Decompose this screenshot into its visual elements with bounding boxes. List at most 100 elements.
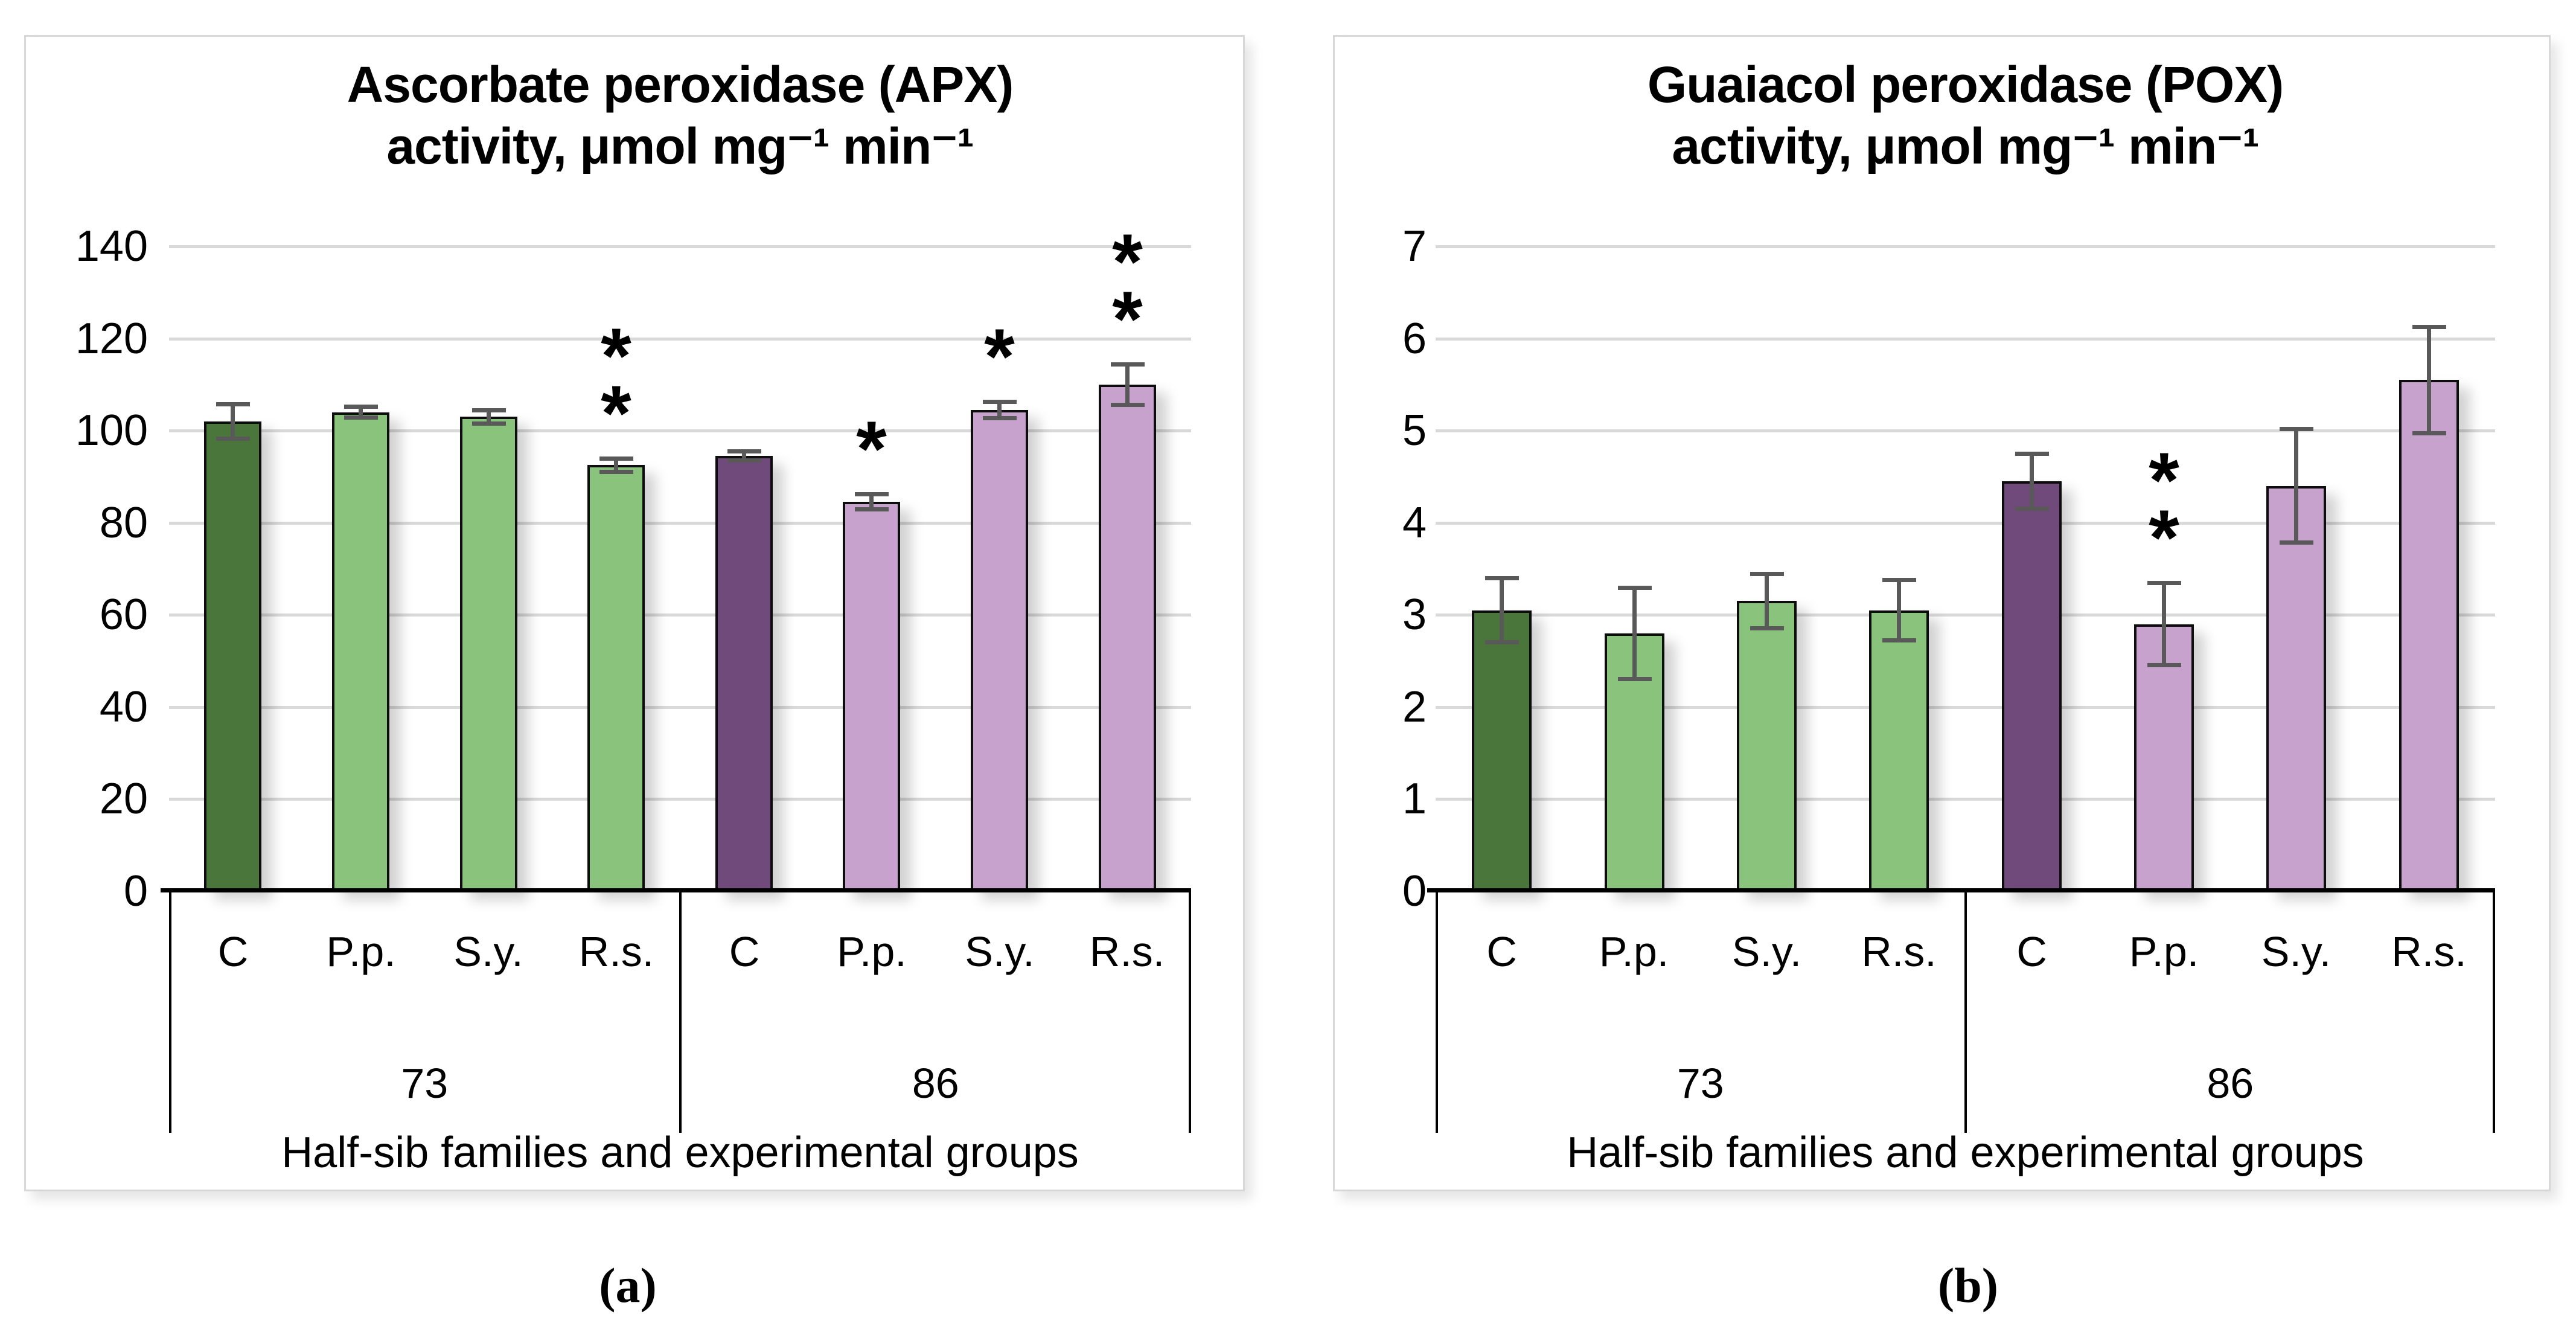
error-bar-86-c xyxy=(742,451,746,461)
apx-xaxis-title: Half-sib families and experimental group… xyxy=(281,1129,1079,1177)
y-tick-label-0: 0 xyxy=(1402,867,1427,915)
bar-73-c xyxy=(204,421,261,891)
error-bar-73-pp xyxy=(1632,587,1637,680)
error-bar-86-sy xyxy=(2294,429,2298,543)
error-bar-73-rs xyxy=(614,458,618,472)
gridline-100 xyxy=(169,429,1191,433)
bar-73-pp xyxy=(332,412,389,891)
error-bar-cap-bottom-73-rs xyxy=(1882,638,1916,642)
error-bar-cap-top-86-rs xyxy=(2412,324,2446,329)
gridline-2 xyxy=(1436,705,2495,709)
error-bar-cap-top-86-pp xyxy=(2147,580,2181,585)
error-bar-cap-bottom-73-c xyxy=(216,436,250,441)
bar-73-c xyxy=(1472,610,1532,891)
x-axis-line xyxy=(1427,888,2495,892)
significance-star-86-pp: * xyxy=(856,405,887,493)
gridline-80 xyxy=(169,521,1191,525)
gridline-120 xyxy=(169,337,1191,341)
bar-73-rs xyxy=(587,465,645,891)
bar-86-rs xyxy=(1099,385,1156,891)
y-tick-label-1: 1 xyxy=(1402,775,1427,824)
error-bar-cap-top-73-rs xyxy=(599,456,633,461)
error-bar-73-c xyxy=(1500,578,1504,643)
x-category-label-73-sy: S.y. xyxy=(453,928,523,975)
axis-table-line-1 xyxy=(679,891,682,1133)
error-bar-cap-bottom-73-sy xyxy=(1750,626,1784,631)
x-category-label-73-rs: R.s. xyxy=(1861,928,1937,975)
significance-star-73-rs: * xyxy=(601,311,631,400)
error-bar-86-pp xyxy=(869,494,874,510)
error-bar-cap-bottom-73-c xyxy=(1485,640,1519,645)
gridline-20 xyxy=(169,798,1191,801)
bar-73-sy xyxy=(460,417,517,891)
y-tick-label-20: 20 xyxy=(99,775,148,824)
bar-86-sy xyxy=(971,410,1028,891)
y-tick-label-120: 120 xyxy=(75,314,148,363)
apx-plot-area: * * * * * * xyxy=(161,222,1191,892)
error-bar-86-pp xyxy=(2162,582,2166,666)
axis-table-line-2 xyxy=(2493,891,2495,1133)
error-bar-cap-bottom-86-sy xyxy=(2279,540,2313,545)
gridline-1 xyxy=(1436,798,2495,801)
x-group-label-73: 73 xyxy=(401,1060,449,1107)
gridline-5 xyxy=(1436,429,2495,433)
y-tick-label-6: 6 xyxy=(1402,314,1427,363)
gridline-4 xyxy=(1436,521,2495,525)
x-axis-line xyxy=(161,888,1191,892)
x-category-label-86-c: C xyxy=(729,928,760,975)
bar-86-sy xyxy=(2266,486,2326,891)
bar-86-pp xyxy=(843,502,900,891)
gridline-140 xyxy=(169,245,1191,248)
error-bar-cap-top-73-sy xyxy=(471,408,506,412)
error-bar-cap-top-86-sy xyxy=(982,400,1017,405)
error-bar-cap-top-73-c xyxy=(216,402,250,406)
error-bar-73-sy xyxy=(1765,573,1769,629)
pox-category-axis: C P.p. S.y. R.s. C P.p. S.y. R.s. 73 86 xyxy=(1436,891,2495,1133)
x-category-label-73-c: C xyxy=(1486,928,1517,975)
x-category-label-86-c: C xyxy=(2016,928,2047,975)
error-bar-cap-bottom-86-c xyxy=(727,458,761,463)
error-bar-cap-top-73-pp xyxy=(344,405,378,409)
error-bar-cap-bottom-86-sy xyxy=(982,415,1017,420)
y-tick-label-100: 100 xyxy=(75,406,148,455)
x-group-label-86: 86 xyxy=(912,1060,959,1107)
gridline-3 xyxy=(1436,613,2495,617)
error-bar-cap-bottom-86-rs xyxy=(1110,403,1145,408)
significance-star-86-pp: * xyxy=(2149,493,2179,581)
gridline-40 xyxy=(169,705,1191,709)
axis-table-line-1 xyxy=(1964,891,1967,1133)
x-group-label-73: 73 xyxy=(1676,1060,1724,1107)
error-bar-cap-bottom-86-pp xyxy=(2147,663,2181,668)
error-bar-cap-top-86-c xyxy=(2015,452,2049,456)
pox-chart-panel: Guaiacol peroxidase (POX) activity, μmol… xyxy=(1333,35,2551,1191)
error-bar-cap-bottom-86-pp xyxy=(854,507,889,512)
y-tick-label-5: 5 xyxy=(1402,406,1427,455)
error-bar-cap-top-86-c xyxy=(727,449,761,454)
error-bar-73-c xyxy=(231,403,235,439)
gridline-60 xyxy=(169,613,1191,617)
error-bar-73-pp xyxy=(359,406,363,418)
error-bar-cap-top-86-sy xyxy=(2279,427,2313,432)
significance-star-86-rs: * xyxy=(1112,274,1143,363)
y-tick-label-3: 3 xyxy=(1402,591,1427,639)
x-category-label-86-rs: R.s. xyxy=(2391,928,2467,975)
bar-86-c xyxy=(2002,481,2062,891)
apx-title-line2: activity, μmol mg⁻¹ min⁻¹ xyxy=(386,118,974,175)
y-tick-label-140: 140 xyxy=(75,222,148,271)
error-bar-cap-bottom-86-c xyxy=(2015,506,2049,511)
pox-xaxis-title: Half-sib families and experimental group… xyxy=(1567,1129,2364,1177)
axis-table-line-0 xyxy=(1436,891,1438,1133)
error-bar-73-rs xyxy=(1897,580,1901,641)
significance-star-86-sy: * xyxy=(984,312,1015,401)
bar-86-rs xyxy=(2399,380,2459,891)
significance-star-86-pp: * xyxy=(2149,435,2179,524)
apx-category-axis: C P.p. S.y. R.s. C P.p. S.y. R.s. 73 86 xyxy=(169,891,1191,1133)
panel-b-label: (b) xyxy=(1937,1258,1999,1313)
error-bar-cap-top-86-rs xyxy=(1110,362,1145,367)
error-bar-cap-top-86-pp xyxy=(854,492,889,497)
x-category-label-73-pp: P.p. xyxy=(326,928,396,975)
gridline-6 xyxy=(1436,337,2495,341)
error-bar-cap-top-73-pp xyxy=(1617,585,1652,590)
y-tick-label-40: 40 xyxy=(99,682,148,731)
